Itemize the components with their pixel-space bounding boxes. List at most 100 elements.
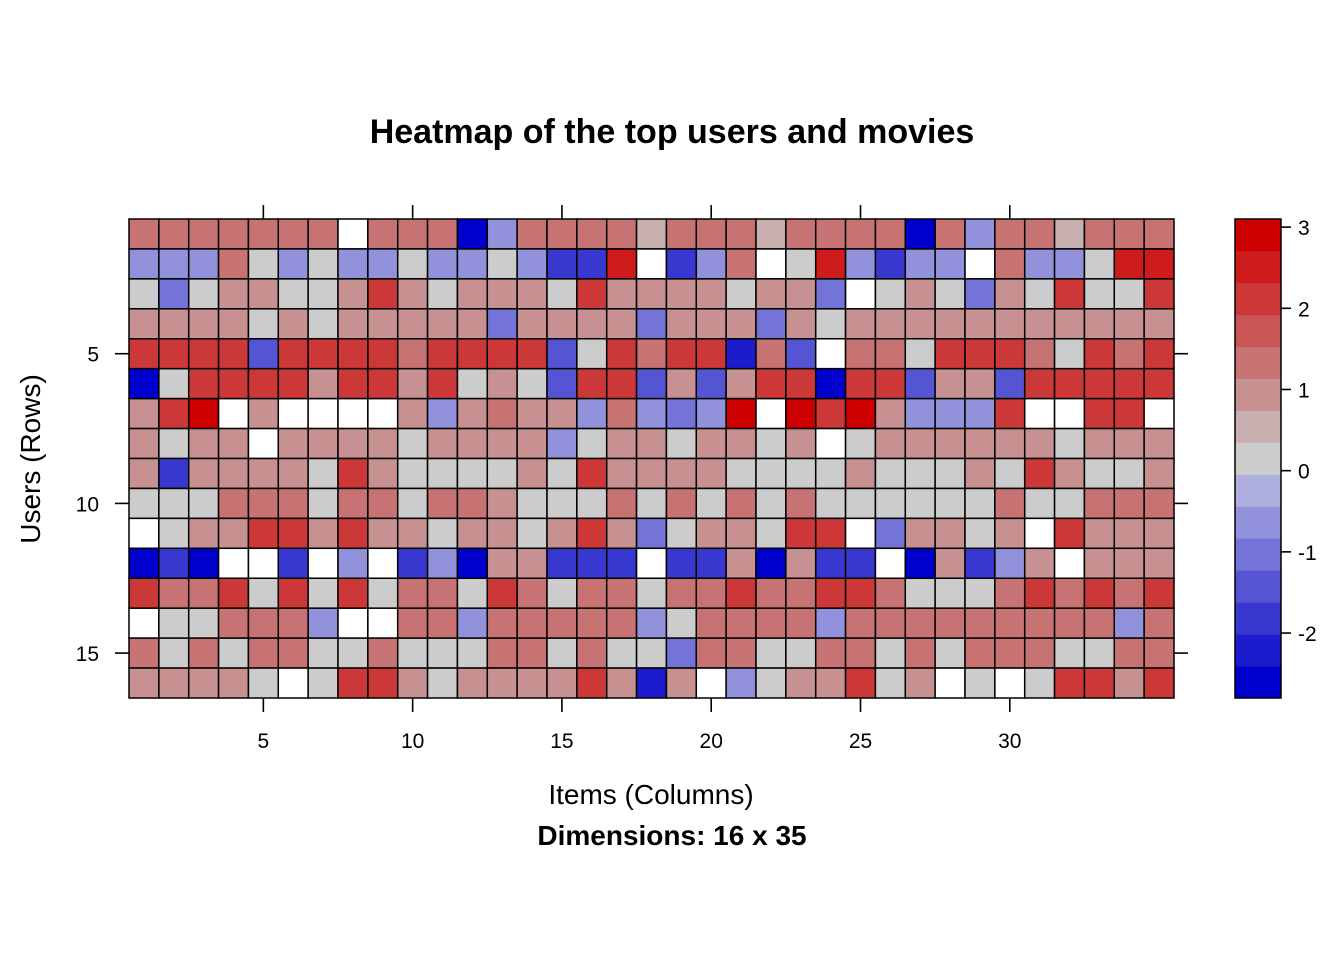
heatmap-cell <box>1083 427 1116 460</box>
heatmap-cell <box>964 278 996 310</box>
x-tick-label: 10 <box>401 730 424 753</box>
heatmap-cell <box>874 278 907 310</box>
heatmap-cell <box>874 427 907 460</box>
heatmap-cell <box>516 427 548 460</box>
heatmap-cell <box>1143 397 1175 430</box>
heatmap-cell <box>1023 517 1056 550</box>
heatmap-cell <box>426 278 459 310</box>
heatmap-cell <box>576 577 608 609</box>
heatmap-cell <box>785 218 817 250</box>
x-tick-label: 30 <box>998 730 1021 753</box>
heatmap-cell <box>546 338 578 370</box>
colorbar-tick-label: 0 <box>1298 461 1310 484</box>
heatmap-cell <box>576 517 608 550</box>
heatmap-cell <box>247 338 280 370</box>
heatmap-cell <box>785 517 817 550</box>
heatmap-cell <box>576 427 608 460</box>
heatmap-cell <box>1053 577 1086 609</box>
heatmap-cell <box>934 308 966 340</box>
heatmap-cell <box>725 667 757 699</box>
heatmap-cell <box>217 667 250 699</box>
heatmap-cell <box>576 278 608 310</box>
heatmap-cell <box>546 457 578 490</box>
heatmap-cell <box>187 427 220 460</box>
heatmap-cell <box>247 427 280 460</box>
heatmap-cell <box>725 457 757 490</box>
heatmap-cell <box>396 577 429 609</box>
heatmap-cell <box>367 607 399 639</box>
heatmap-cell <box>307 308 339 340</box>
heatmap-cell <box>844 517 877 550</box>
heatmap-cell <box>367 367 399 400</box>
heatmap-cell <box>396 397 429 430</box>
heatmap-cell <box>605 667 638 699</box>
heatmap-cell <box>516 278 548 310</box>
heatmap-cell <box>994 667 1026 699</box>
heatmap-cell <box>1113 427 1145 460</box>
heatmap-cell <box>1083 667 1116 699</box>
heatmap-cell <box>486 607 518 639</box>
heatmap-cell <box>605 457 638 490</box>
heatmap-cell <box>994 517 1026 550</box>
colorbar-swatch <box>1235 250 1281 284</box>
heatmap-cell <box>128 577 160 609</box>
heatmap-cell <box>605 248 638 280</box>
heatmap-cell <box>964 607 996 639</box>
heatmap-cell <box>785 667 817 699</box>
heatmap-cell <box>665 308 698 340</box>
heatmap-cell <box>1113 367 1145 400</box>
heatmap-cell <box>785 547 817 579</box>
colorbar-swatch <box>1235 538 1281 571</box>
heatmap-cell <box>1143 218 1175 250</box>
heatmap-cell <box>247 367 280 400</box>
heatmap-cell <box>1113 637 1145 669</box>
heatmap-cell <box>307 547 339 579</box>
y-axis-label: Users (Rows) <box>15 374 46 544</box>
heatmap-cell <box>725 278 757 310</box>
heatmap-cell <box>367 457 399 490</box>
heatmap-cell <box>426 248 459 280</box>
heatmap-cell <box>695 397 727 430</box>
heatmap-cell <box>1143 367 1175 400</box>
heatmap-cell <box>725 487 757 520</box>
heatmap-cell <box>307 427 339 460</box>
heatmap-cell <box>964 487 996 520</box>
heatmap-cell <box>1023 607 1056 639</box>
heatmap-cell <box>1083 218 1116 250</box>
heatmap-cell <box>337 278 369 310</box>
heatmap-cell <box>128 218 160 250</box>
heatmap-cell <box>695 248 727 280</box>
heatmap-cell <box>665 607 698 639</box>
heatmap-cell <box>1023 427 1056 460</box>
heatmap-cell <box>1083 308 1116 340</box>
heatmap-cell <box>785 487 817 520</box>
heatmap-cell <box>396 278 429 310</box>
heatmap-cell <box>695 607 727 639</box>
y-tick-label: 5 <box>87 344 99 367</box>
heatmap-cell <box>396 308 429 340</box>
heatmap-cell <box>247 218 280 250</box>
heatmap-cell <box>755 338 787 370</box>
heatmap-cell <box>605 308 638 340</box>
heatmap-cell <box>725 607 757 639</box>
heatmap-cell <box>217 218 250 250</box>
heatmap-cell <box>456 457 489 490</box>
heatmap-cell <box>576 487 608 520</box>
heatmap-cell <box>994 338 1026 370</box>
heatmap-cell <box>844 607 877 639</box>
heatmap-cell <box>486 637 518 669</box>
heatmap-cell <box>396 607 429 639</box>
heatmap-cell <box>516 607 548 639</box>
heatmap-cell <box>217 338 250 370</box>
heatmap-cell <box>337 367 369 400</box>
heatmap-cell <box>486 487 518 520</box>
heatmap-cell <box>277 427 309 460</box>
heatmap-cell <box>307 667 339 699</box>
heatmap-cell <box>277 487 309 520</box>
heatmap-cell <box>605 577 638 609</box>
heatmap-cell <box>217 607 250 639</box>
heatmap-cell <box>367 577 399 609</box>
heatmap-cell <box>874 517 907 550</box>
heatmap-cell <box>934 457 966 490</box>
heatmap-cell <box>277 667 309 699</box>
